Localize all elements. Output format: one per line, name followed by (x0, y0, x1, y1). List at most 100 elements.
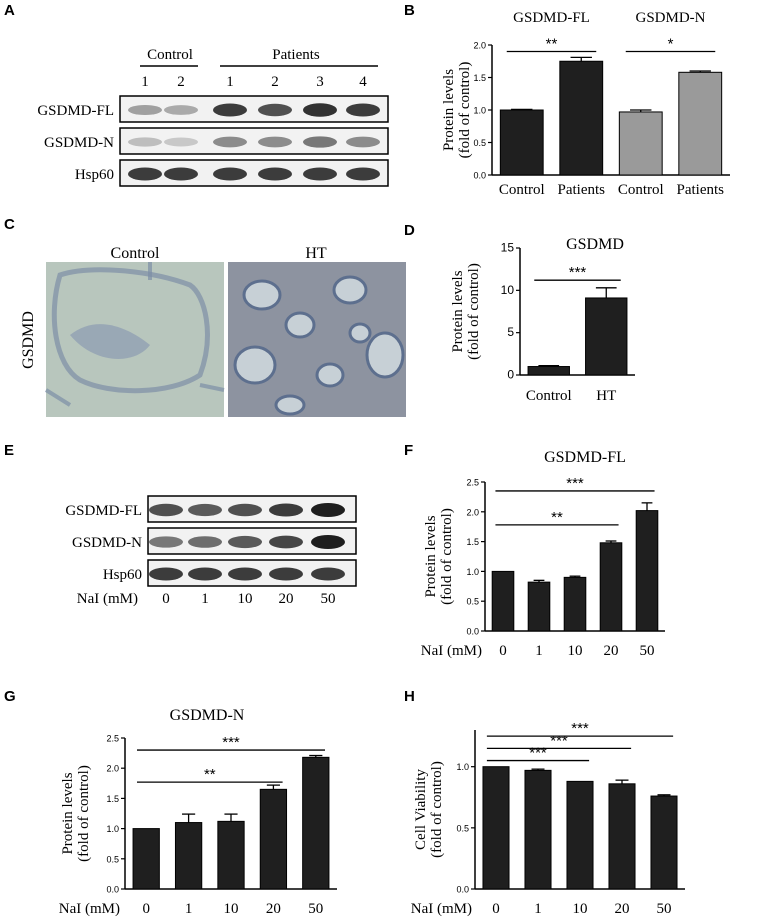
blot-a: Control Patients 1 2 1 2 3 4 GSDMD-FL GSDMD-N H… (37, 47, 389, 187)
ihc-title-control: Control (111, 245, 160, 262)
bar (482, 766, 510, 890)
bar (559, 60, 604, 176)
bar (302, 756, 330, 890)
chart-h: 0.0 0.5 1.0 Cell Viability (fold of control)… (411, 720, 685, 917)
bar (527, 581, 551, 632)
significance-stars: ** (204, 766, 216, 783)
bar (527, 366, 570, 376)
blot-band (149, 503, 183, 517)
blot-band (303, 136, 337, 148)
bar (566, 780, 594, 890)
blot-row-label: Hsp60 (103, 567, 142, 583)
ihc-image-control (44, 262, 225, 417)
blot-row-label: GSDMD-N (44, 135, 114, 151)
y-tick-label: 0.5 (456, 823, 469, 833)
significance-stars: ** (546, 36, 558, 53)
y-tick-label: 10 (501, 283, 515, 297)
blot-band (164, 105, 198, 115)
significance-stars: *** (569, 264, 587, 281)
y-axis-label: Protein levels (423, 515, 439, 597)
blot-band (213, 167, 247, 181)
blot-band (303, 103, 337, 117)
bar (499, 109, 544, 176)
blot-row-label: GSDMD-FL (37, 103, 114, 119)
blot-e: GSDMD-FL GSDMD-N Hsp60 NaI (mM) 0 1 10 20 50 (65, 495, 357, 607)
y-tick-label: 1.5 (466, 537, 479, 547)
blot-row-label: Hsp60 (75, 167, 114, 183)
blot-lane-label: 1 (201, 591, 209, 607)
x-tick-label: 10 (568, 643, 583, 659)
y-axis-label: (fold of control) (466, 263, 482, 360)
blot-lane-label: 2 (271, 74, 279, 90)
y-axis-label: Protein levels (450, 270, 466, 352)
x-tick-label: 0 (492, 901, 500, 917)
blot-band (213, 136, 247, 148)
group-title: GSDMD-N (635, 10, 705, 26)
blot-band (346, 136, 380, 148)
blot-lane-label: 3 (316, 74, 324, 90)
y-tick-label: 2.5 (106, 734, 119, 744)
bar (524, 769, 552, 890)
x-tick-label: 50 (640, 643, 655, 659)
blot-band (188, 567, 222, 581)
y-axis-label: (fold of control) (76, 765, 92, 862)
significance-stars: *** (571, 720, 589, 737)
y-axis-label: Protein levels (441, 69, 457, 151)
bar (259, 788, 288, 890)
blot-band (258, 167, 292, 181)
y-axis-label: Cell Viability (413, 769, 429, 850)
bar (491, 570, 515, 632)
blot-band (303, 167, 337, 181)
chart-g: 0.0 0.5 1.0 1.5 2.0 2.5 Protein levels (fold of… (59, 707, 337, 917)
y-tick-label: 0.5 (106, 854, 119, 864)
bar (635, 510, 659, 632)
x-axis-label: NaI (mM) (421, 643, 482, 659)
blot-band (228, 503, 262, 517)
y-tick-label: 1.0 (456, 762, 469, 772)
panel-label-a: A (4, 2, 15, 19)
y-tick-label: 2.0 (473, 41, 486, 51)
blot-band (164, 137, 198, 147)
x-axis-label: NaI (mM) (59, 901, 120, 917)
y-tick-label: 0.5 (473, 138, 486, 148)
chart-title: GSDMD-N (170, 707, 245, 724)
y-tick-label: 0 (507, 368, 514, 382)
x-tick-label: 50 (308, 901, 323, 917)
x-axis-label: NaI (mM) (411, 901, 472, 917)
bar (132, 828, 160, 890)
y-axis-label: (fold of control) (429, 761, 445, 858)
blot-band (346, 167, 380, 181)
blot-band (149, 567, 183, 581)
x-tick-label: 20 (615, 901, 630, 917)
blot-band (188, 503, 222, 517)
x-tick-label: 1 (185, 901, 193, 917)
significance-stars: * (668, 36, 674, 53)
x-tick-label: Control (618, 182, 664, 198)
bar (217, 820, 245, 890)
chart-f: 0.0 0.5 1.0 1.5 2.0 2.5 Protein levels (fold of… (421, 449, 665, 659)
blot-row-label: GSDMD-N (72, 535, 142, 551)
ihc-title-ht: HT (305, 245, 327, 262)
chart-title: GSDMD-FL (544, 449, 626, 466)
blot-a-group-control: Control (147, 47, 193, 63)
blot-e-rows: GSDMD-FL GSDMD-N Hsp60 (65, 495, 357, 587)
panel-label-g: G (4, 688, 16, 705)
blot-band (258, 136, 292, 148)
blot-lane-label: 0 (162, 591, 170, 607)
blot-band (149, 536, 183, 548)
blot-lane-label: 2 (177, 74, 185, 90)
y-tick-label: 0.0 (473, 171, 486, 181)
bar (618, 111, 663, 176)
x-tick-label: Patients (677, 182, 725, 198)
y-tick-label: 15 (501, 241, 515, 255)
blot-a-rows: GSDMD-FL GSDMD-N Hsp60 (37, 95, 389, 187)
bar (608, 783, 636, 890)
panel-label-c: C (4, 216, 15, 233)
blot-strip (119, 127, 389, 155)
blot-e-lane-labels: 0 1 10 20 50 (162, 591, 335, 607)
x-tick-label: HT (596, 388, 616, 404)
significance-stars: *** (529, 745, 547, 762)
y-tick-label: 5 (507, 325, 514, 339)
y-axis-label: (fold of control) (439, 508, 455, 605)
x-tick-label: 1 (535, 643, 543, 659)
